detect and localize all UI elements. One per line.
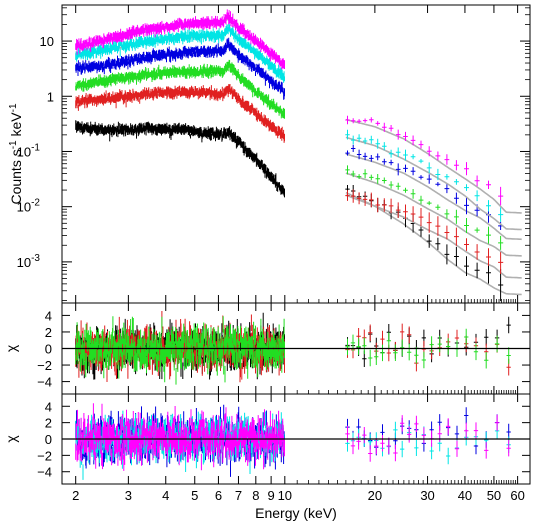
x-axis-label: Energy (keV) <box>255 505 337 521</box>
y-tick-label: 10-2 <box>17 198 41 215</box>
y-axis-label: χ <box>3 344 19 352</box>
data-points <box>75 120 285 198</box>
residual-2-data <box>62 403 530 480</box>
y-tick-label: 10-1 <box>17 142 41 159</box>
y-tick-label: −2 <box>37 358 52 373</box>
residual-series <box>75 316 511 385</box>
residual-points <box>75 403 285 471</box>
x-tick-label: 6 <box>215 488 222 503</box>
y-tick-label: 2 <box>45 416 52 431</box>
y-tick-label: 0 <box>45 342 52 357</box>
x-tick-label: 7 <box>235 488 242 503</box>
x-tick-label: 30 <box>420 488 434 503</box>
residual-points <box>345 414 511 462</box>
series <box>75 59 522 257</box>
residual-points <box>75 316 285 385</box>
data-points <box>75 84 285 143</box>
y-axis-label: Counts s-1 keV-1 <box>8 103 25 205</box>
x-tick-label: 10 <box>278 488 292 503</box>
y-tick-label: 1 <box>47 89 54 104</box>
residual-points <box>345 328 511 369</box>
series <box>75 84 522 279</box>
residual-1-data <box>62 311 530 385</box>
model-curve <box>345 136 522 231</box>
y-tick-label: −2 <box>37 448 52 463</box>
y-tick-label: 2 <box>45 325 52 340</box>
data-points <box>345 165 504 250</box>
y-axis-label: χ <box>3 435 19 443</box>
x-tick-label: 20 <box>368 488 382 503</box>
y-tick-label: 4 <box>45 308 52 323</box>
y-tick-label: 10-3 <box>17 253 41 270</box>
x-tick-label: 60 <box>510 488 524 503</box>
y-tick-label: 0 <box>45 432 52 447</box>
x-tick-label: 5 <box>191 488 198 503</box>
x-tick-label: 9 <box>268 488 275 503</box>
x-tick-label: 3 <box>125 488 132 503</box>
series <box>75 9 522 214</box>
series <box>75 37 522 241</box>
data-points <box>75 23 285 83</box>
x-tick-label: 4 <box>162 488 169 503</box>
model-curve <box>345 172 522 257</box>
x-tick-label: 40 <box>458 488 472 503</box>
y-tick-label: 10 <box>40 34 54 49</box>
x-tick-label: 8 <box>252 488 259 503</box>
spectrum-data <box>75 9 522 302</box>
series <box>75 23 522 231</box>
model-curve <box>345 153 522 241</box>
data-points <box>75 59 285 119</box>
data-points <box>345 115 504 206</box>
x-tick-label: 2 <box>72 488 79 503</box>
model-curve <box>345 194 522 279</box>
data-points <box>75 9 285 70</box>
y-tick-label: −4 <box>37 375 52 390</box>
x-tick-label: 50 <box>487 488 501 503</box>
model-curve <box>345 118 522 214</box>
series <box>75 120 522 302</box>
y-tick-label: −4 <box>37 465 52 480</box>
data-points <box>75 37 285 100</box>
data-points <box>345 129 504 222</box>
residual-series <box>75 403 511 471</box>
model-curve <box>345 191 522 296</box>
y-tick-label: 4 <box>45 399 52 414</box>
data-points <box>345 189 504 274</box>
data-points <box>345 185 504 302</box>
data-points <box>345 144 504 230</box>
